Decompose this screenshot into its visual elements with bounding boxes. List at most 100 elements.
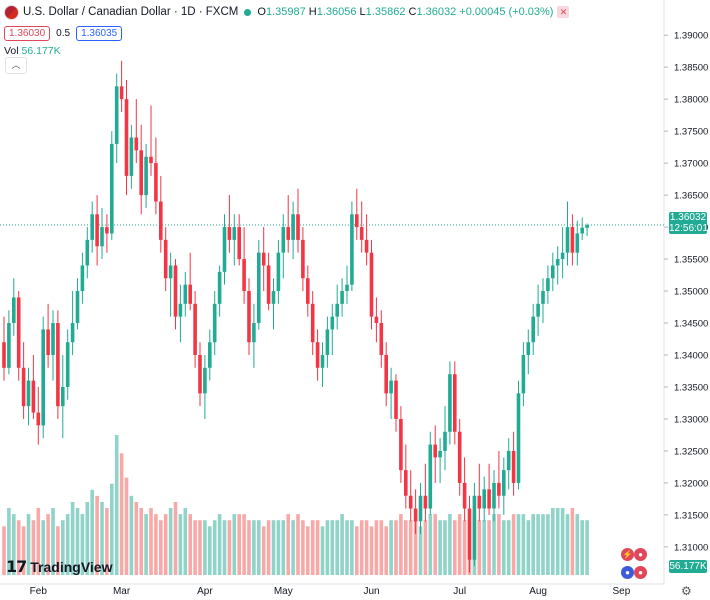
candle-body — [541, 291, 545, 304]
candle-body — [61, 386, 65, 407]
candle-body — [345, 284, 349, 292]
volume-bar — [286, 514, 290, 575]
candle-body — [418, 495, 423, 522]
volume-value: 56.177K — [21, 45, 61, 57]
candle-body — [286, 227, 290, 240]
candle-body — [242, 259, 246, 292]
change-value: +0.00045 (+0.03%) — [459, 6, 554, 18]
volume-bar — [369, 526, 374, 575]
volume-bar — [129, 495, 134, 575]
y-tick-label: 1.31500 — [674, 510, 708, 521]
candle-body — [296, 214, 300, 240]
candle-body — [536, 303, 540, 317]
volume-bar — [16, 520, 21, 575]
volume-bar — [70, 501, 75, 575]
volume-bar — [154, 514, 158, 575]
volume-bar — [217, 514, 222, 575]
event-flag-icon[interactable]: ● — [634, 548, 647, 561]
volume-bar — [448, 514, 452, 575]
volume-bar — [51, 508, 55, 575]
us-event-flag-icon[interactable]: ● — [621, 566, 634, 579]
volume-bar — [61, 520, 65, 575]
candle-body — [374, 316, 379, 324]
y-tick-label: 1.35000 — [674, 287, 708, 298]
volume-bar — [183, 508, 188, 575]
volume-bar — [306, 526, 310, 575]
candle-body — [100, 227, 104, 247]
candle-body — [350, 214, 354, 285]
candle-body — [482, 489, 486, 509]
volume-label[interactable]: Vol — [4, 45, 19, 57]
candle-body — [26, 380, 31, 407]
candle-body — [497, 482, 501, 496]
volume-bar — [325, 520, 330, 575]
remove-symbol-icon[interactable]: ✕ — [557, 6, 570, 18]
volume-bar — [95, 495, 99, 575]
candle-body — [51, 323, 55, 356]
x-tick-label: Mar — [113, 586, 131, 597]
spread-value: 0.5 — [56, 28, 71, 39]
candle-body — [423, 495, 428, 509]
candle-body — [502, 470, 506, 496]
symbol-title[interactable]: U.S. Dollar / Canadian Dollar · 1D · FXC… — [23, 6, 239, 18]
candle-body — [306, 278, 310, 304]
volume-bar — [462, 520, 467, 575]
volume-bar — [335, 520, 339, 575]
volume-bar — [502, 520, 506, 575]
volume-bar — [433, 514, 437, 575]
settings-gear-icon[interactable]: ⚙ — [681, 584, 692, 598]
candle-body — [526, 342, 531, 356]
volume-bar — [423, 520, 428, 575]
volume-bar — [511, 514, 516, 575]
candle-body — [139, 150, 143, 196]
volume-bar — [291, 520, 295, 575]
candle-body — [2, 342, 6, 368]
candle-body — [70, 323, 75, 343]
candle-body — [394, 380, 398, 419]
volume-bar — [159, 520, 163, 575]
volume-bar — [506, 520, 511, 575]
event-flag-icon[interactable]: ⚡ — [621, 548, 634, 561]
volume-bar — [261, 526, 266, 575]
volume-bar — [546, 514, 550, 575]
volume-bar — [237, 514, 241, 575]
volume-bar — [21, 526, 26, 575]
y-tick-label: 1.38000 — [674, 95, 708, 106]
volume-bar — [526, 520, 531, 575]
x-tick-label: Jul — [453, 586, 466, 597]
candle-body — [237, 227, 241, 260]
volume-bar — [12, 514, 16, 575]
candle-body — [546, 278, 550, 292]
x-tick-label: Aug — [529, 586, 547, 597]
candle-body — [252, 323, 256, 343]
candle-body — [457, 431, 462, 483]
volume-bar — [80, 514, 85, 575]
buy-price-button[interactable]: 1.36035 — [76, 26, 123, 41]
candle-body — [12, 297, 16, 324]
y-tick-label: 1.32500 — [674, 446, 708, 457]
candle-body — [276, 252, 281, 292]
candle-body — [585, 225, 589, 228]
volume-bar — [46, 514, 50, 575]
volume-bar — [340, 514, 344, 575]
volume-bar — [560, 508, 565, 575]
candle-body — [453, 374, 457, 432]
candle-body — [46, 329, 50, 356]
sell-price-button[interactable]: 1.36030 — [4, 26, 51, 41]
volume-bar — [359, 520, 364, 575]
x-tick-label: May — [274, 586, 293, 597]
volume-bar — [531, 514, 535, 575]
volume-bar — [457, 514, 462, 575]
volume-bar — [565, 514, 570, 575]
tradingview-logo[interactable]: 17 TradingView — [6, 557, 113, 576]
candle-body — [433, 444, 437, 458]
candle-body — [90, 214, 94, 240]
y-tick-label: 1.31000 — [674, 542, 708, 553]
ca-event-flag-icon[interactable]: ● — [634, 566, 647, 579]
collapse-legend-chevron-icon[interactable]: ︿ — [5, 57, 27, 74]
candle-body — [134, 137, 139, 151]
candle-body — [404, 470, 408, 496]
last-price-badge: 1.36032 12:56:01 — [669, 212, 708, 234]
volume-bar — [345, 520, 349, 575]
